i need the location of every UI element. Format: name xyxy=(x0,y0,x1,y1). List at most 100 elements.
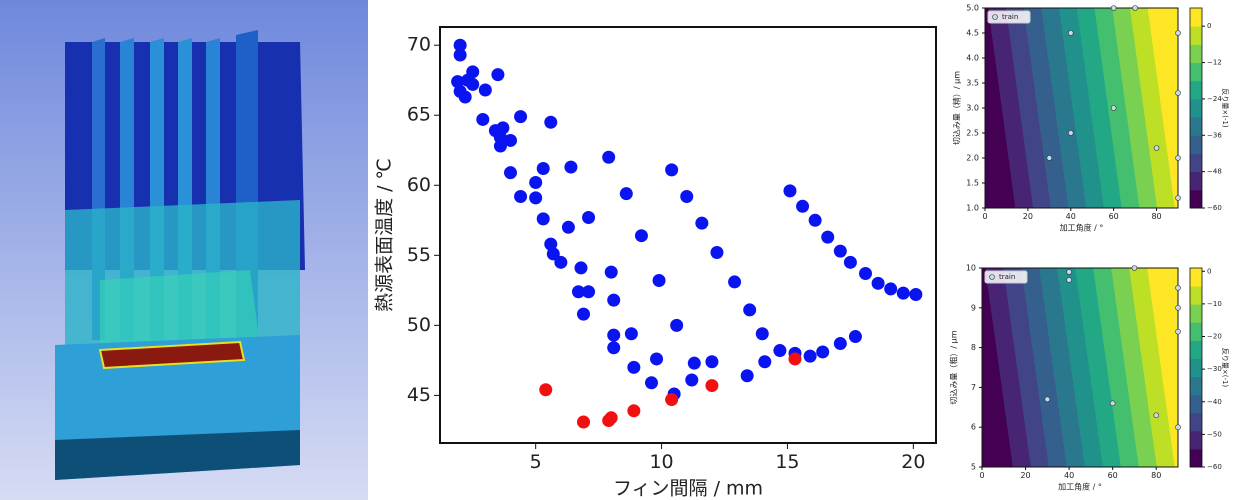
data-point xyxy=(1175,30,1181,36)
data-point xyxy=(1067,30,1074,36)
colorbar-band xyxy=(1190,268,1202,287)
colorbar-band xyxy=(1190,153,1202,173)
data-point xyxy=(705,355,719,369)
x-tick-label: 5 xyxy=(530,451,542,473)
data-point xyxy=(536,161,550,175)
y-axis-label: 熱源表面温度 / ℃ xyxy=(374,158,396,312)
colorbar-band xyxy=(1190,430,1202,450)
colorbar-band xyxy=(1190,286,1202,305)
data-point xyxy=(710,246,724,260)
data-point xyxy=(503,166,517,180)
x-tick-label: 80 xyxy=(1151,212,1161,221)
data-point xyxy=(848,330,862,344)
data-point xyxy=(758,355,772,369)
legend-box xyxy=(984,270,1028,284)
data-point xyxy=(1175,195,1181,201)
y-tick-label: 65 xyxy=(407,104,431,126)
y-tick-label: 3.5 xyxy=(966,79,979,88)
data-point xyxy=(571,285,585,299)
data-point xyxy=(909,288,923,302)
plot-frame xyxy=(439,26,937,444)
data-point xyxy=(1044,396,1051,403)
data-point xyxy=(604,265,618,279)
data-point xyxy=(451,75,465,89)
y-tick-label: 8 xyxy=(971,343,976,352)
data-point xyxy=(1067,130,1074,136)
colorbar-band xyxy=(1190,322,1202,341)
data-point xyxy=(1175,90,1181,96)
data-point xyxy=(728,275,742,289)
y-tick-label: 6 xyxy=(971,423,976,432)
contour-fill xyxy=(982,268,1178,467)
colorbar-band xyxy=(1190,135,1202,154)
data-point xyxy=(539,383,553,397)
data-point xyxy=(493,139,507,153)
data-point xyxy=(695,216,709,230)
data-point xyxy=(627,360,641,374)
legend-marker xyxy=(989,274,995,280)
colorbar-tick-label: −12 xyxy=(1207,59,1222,67)
data-point xyxy=(783,184,797,198)
colorbar-tick-label: −60 xyxy=(1207,204,1222,212)
colorbar-band xyxy=(1190,340,1202,359)
data-point xyxy=(503,133,517,147)
data-point xyxy=(453,38,467,52)
data-point xyxy=(884,282,898,296)
legend-box xyxy=(987,10,1031,24)
colorbar-band xyxy=(1190,8,1202,27)
colorbar-band xyxy=(1190,26,1202,45)
data-point xyxy=(743,303,757,317)
y-tick-label: 2.5 xyxy=(966,129,979,138)
data-point xyxy=(773,344,787,358)
data-point xyxy=(808,213,822,227)
data-point xyxy=(607,293,621,307)
data-point xyxy=(1046,155,1053,161)
data-point xyxy=(546,247,560,261)
data-point xyxy=(796,199,810,213)
colorbar-band xyxy=(1190,376,1202,396)
heatsink-render xyxy=(0,0,368,500)
data-point xyxy=(1110,105,1117,111)
y-tick-label: 2.0 xyxy=(966,154,979,163)
data-point xyxy=(1175,424,1181,431)
data-point xyxy=(652,274,666,288)
colorbar-band xyxy=(1190,44,1202,64)
data-point xyxy=(554,255,568,269)
data-point xyxy=(665,393,679,407)
colorbar-label: 反り量×(-1) xyxy=(1221,348,1230,388)
x-tick-label: 20 xyxy=(1023,212,1033,221)
colorbar-tick-label: 0 xyxy=(1207,267,1211,275)
data-point xyxy=(602,150,616,164)
y-tick-label: 10 xyxy=(966,264,976,273)
data-point xyxy=(458,90,472,104)
data-point xyxy=(582,210,596,224)
y-axis-label: 切込み量（粗）/ μm xyxy=(949,330,959,404)
colorbar-frame xyxy=(1189,267,1203,468)
data-point xyxy=(564,160,578,174)
y-tick-label: 5.0 xyxy=(966,4,979,13)
data-point xyxy=(529,175,543,189)
data-point xyxy=(453,48,467,62)
data-point xyxy=(670,318,684,332)
data-point xyxy=(705,379,719,393)
x-axis-label: 加工角度 / ° xyxy=(1060,222,1104,232)
legend-label: train xyxy=(999,273,1015,281)
colorbar-tick-label: −24 xyxy=(1207,95,1222,103)
x-axis-label: フィン間隔 / mm xyxy=(613,477,763,499)
x-tick-label: 0 xyxy=(979,471,984,480)
colorbar-tick-label: −40 xyxy=(1207,398,1222,406)
data-point xyxy=(634,229,648,243)
x-tick-label: 40 xyxy=(1066,212,1076,221)
colorbar-tick-label: −50 xyxy=(1207,430,1222,438)
y-tick-label: 1.0 xyxy=(966,204,979,213)
data-point xyxy=(604,411,618,425)
y-tick-label: 55 xyxy=(407,244,431,266)
y-tick-label: 45 xyxy=(407,384,431,406)
data-point xyxy=(577,307,591,321)
colorbar-label: 反り量×(-1) xyxy=(1221,88,1230,128)
x-tick-label: 0 xyxy=(982,212,987,221)
x-tick-label: 20 xyxy=(901,451,925,473)
data-point xyxy=(871,276,885,290)
colorbar-tick-label: −30 xyxy=(1207,365,1222,373)
